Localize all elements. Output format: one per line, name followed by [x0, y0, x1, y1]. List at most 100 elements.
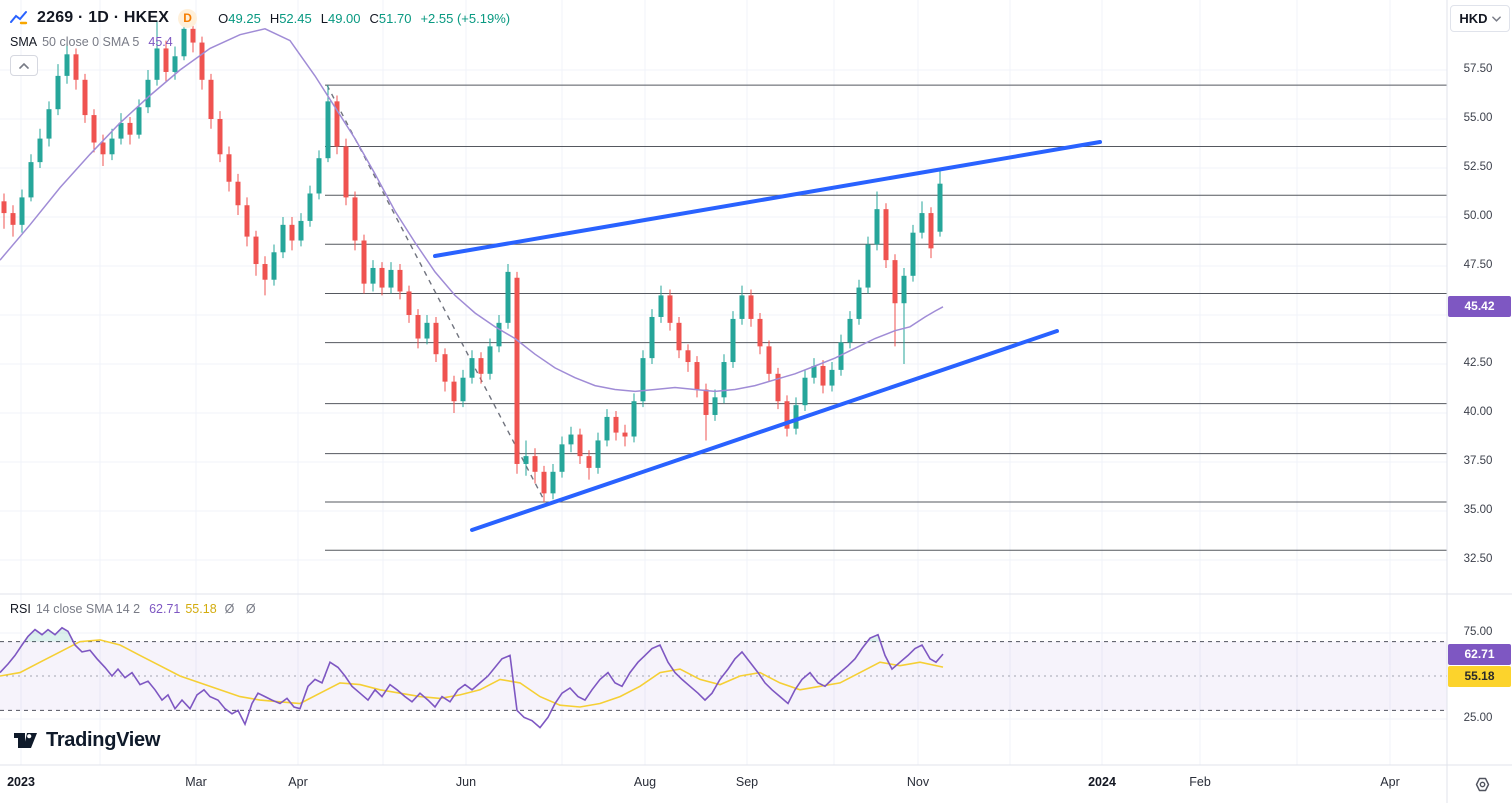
- candle-body: [226, 154, 232, 182]
- candle-body: [19, 197, 25, 225]
- candle-body: [892, 260, 898, 304]
- candle-body: [424, 322, 430, 339]
- candle-body: [514, 277, 520, 464]
- trendlines[interactable]: [433, 140, 1102, 532]
- candle-body: [460, 377, 466, 402]
- tradingview-logo[interactable]: TradingView: [14, 729, 160, 752]
- trend-line[interactable]: [470, 329, 1059, 532]
- candle-body: [811, 365, 817, 378]
- high-label: H: [269, 10, 280, 26]
- price-axis-label: 42.50: [1463, 357, 1493, 369]
- candle-body: [865, 244, 871, 288]
- rsi-pane: [0, 626, 1447, 729]
- candle-body: [73, 54, 79, 80]
- fib-retracement-lines[interactable]: [325, 84, 1447, 551]
- candle-body: [64, 54, 70, 76]
- candle-body: [883, 209, 889, 261]
- candle-body: [802, 377, 808, 406]
- rsi-indicator-legend[interactable]: RSI 14 close SMA 14 2 62.71 55.18 Ø Ø: [10, 601, 260, 617]
- rsi-overbought-fill: [867, 634, 881, 642]
- rsi-value-badge: 62.71: [1448, 644, 1511, 665]
- time-axis-label: Nov: [906, 775, 930, 789]
- grid-lines: [0, 0, 1447, 765]
- rsi-value: 62.71: [149, 602, 181, 616]
- candle-body: [748, 295, 754, 319]
- sma-indicator-args: 50 close 0 SMA 5: [42, 35, 140, 49]
- low-label: L: [320, 10, 328, 26]
- candle-body: [451, 381, 457, 402]
- candle-body: [379, 267, 385, 288]
- candle-body: [937, 183, 943, 232]
- candle-body: [352, 197, 358, 241]
- tradingview-logo-icon: [14, 732, 37, 748]
- candle-body: [244, 205, 250, 237]
- price-axis-label: 37.50: [1463, 455, 1493, 467]
- trend-line[interactable]: [433, 140, 1102, 258]
- collapse-legend-button[interactable]: [10, 55, 38, 76]
- candle-body: [658, 295, 664, 317]
- time-axis-label: Apr: [1380, 775, 1400, 789]
- time-axis-label: 2024: [1088, 775, 1116, 789]
- candle-body: [370, 267, 376, 284]
- candle-body: [181, 28, 187, 57]
- candle-body: [685, 350, 691, 363]
- sma-indicator-name: SMA: [10, 35, 38, 49]
- candle-body: [28, 162, 34, 198]
- candle-body: [262, 264, 268, 280]
- candle-body: [478, 358, 484, 374]
- price-axis-label: 55.00: [1463, 112, 1493, 124]
- candle-body: [316, 158, 322, 194]
- change-value: +2.55 (+5.19%): [420, 10, 511, 26]
- candle-body: [487, 346, 493, 374]
- open-value: 49.25: [228, 10, 261, 26]
- candle-body: [901, 275, 907, 304]
- candle-body: [613, 416, 619, 433]
- candle-body: [217, 119, 223, 155]
- sma50-line[interactable]: [0, 28, 944, 393]
- rsi-axis-label: 25.00: [1463, 712, 1493, 724]
- candle-body: [433, 322, 439, 355]
- rsi-axis-label: 75.00: [1463, 626, 1493, 638]
- rsi-indicator-name: RSI: [10, 602, 31, 616]
- price-axis-label: 35.00: [1463, 504, 1493, 516]
- candle-body: [712, 397, 718, 415]
- data-delay-badge[interactable]: D: [178, 8, 198, 28]
- open-label: O: [218, 10, 229, 26]
- sma-indicator-legend[interactable]: SMA 50 close 0 SMA 5 45.4: [10, 34, 173, 50]
- candle-body: [154, 48, 160, 80]
- low-value: 49.00: [327, 10, 361, 26]
- currency-selector[interactable]: HKD: [1450, 5, 1510, 32]
- rsi-empty-values: Ø Ø: [224, 602, 260, 616]
- candle-body: [838, 342, 844, 370]
- candle-body: [280, 224, 286, 253]
- candle-body: [253, 236, 259, 265]
- price-axis[interactable]: 57.5055.0052.5050.0047.5045.0042.5040.00…: [1448, 0, 1512, 765]
- candle-body: [208, 79, 214, 119]
- candlesticks: [1, 13, 943, 502]
- candle-body: [334, 101, 340, 147]
- candle-body: [127, 122, 133, 135]
- high-value: 52.45: [279, 10, 312, 26]
- candle-body: [532, 456, 538, 472]
- time-axis-label: Jun: [455, 775, 477, 789]
- fib-trend-dashed-line[interactable]: [326, 84, 546, 503]
- candle-body: [469, 358, 475, 378]
- candle-body: [1, 201, 7, 214]
- symbol-title[interactable]: 2269 · 1D · HKEX: [37, 9, 170, 26]
- candle-body: [397, 269, 403, 292]
- candle-body: [163, 48, 169, 72]
- candle-body: [667, 295, 673, 323]
- candle-body: [91, 115, 97, 143]
- candle-body: [874, 209, 880, 245]
- rsi-indicator-args: 14 close SMA 14 2: [35, 602, 141, 616]
- candle-body: [730, 318, 736, 363]
- rsi-sma-value-badge: 55.18: [1448, 666, 1511, 687]
- candle-body: [568, 434, 574, 445]
- candle-body: [604, 416, 610, 441]
- candle-body: [793, 405, 799, 429]
- time-axis-settings-button[interactable]: [1471, 773, 1493, 795]
- time-axis[interactable]: 2023 Mar Apr Jun Aug Sep Nov 2024 Feb Apr: [0, 766, 1512, 803]
- time-axis-label: Sep: [735, 775, 759, 789]
